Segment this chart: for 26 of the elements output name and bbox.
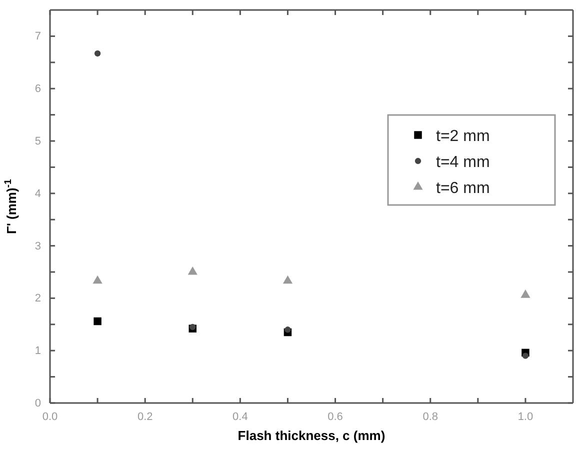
point [522,352,529,359]
point [94,317,102,326]
point [92,275,102,284]
x-axis-title: Flash thickness, c (mm) [238,428,386,443]
y-tick-label: 7 [34,30,41,43]
y-tick-label: 6 [34,83,41,96]
legend-label: t=6 mm [436,180,490,197]
y-tick-label: 0 [34,398,41,410]
legend-label: t=2 mm [436,128,490,145]
legend-label: t=4 mm [436,154,490,171]
point [520,290,530,298]
y-tick-label: 3 [34,240,41,252]
x-tick-label: 0.0 [42,410,58,423]
y-tick-label: 1 [34,345,41,358]
point [188,266,198,275]
y-tick-label: 2 [34,292,41,305]
point [284,326,291,333]
x-tick-label: 0.2 [137,410,153,423]
point [94,50,101,57]
x-tick-label: 0.6 [328,410,343,423]
x-tick-label: 1.0 [518,410,534,423]
y-tick-label: 4 [34,188,41,200]
y-tick-label: 5 [34,136,41,148]
point [282,275,293,284]
x-tick-label: 0.4 [232,410,248,423]
x-tick-label: 0.8 [422,410,438,423]
